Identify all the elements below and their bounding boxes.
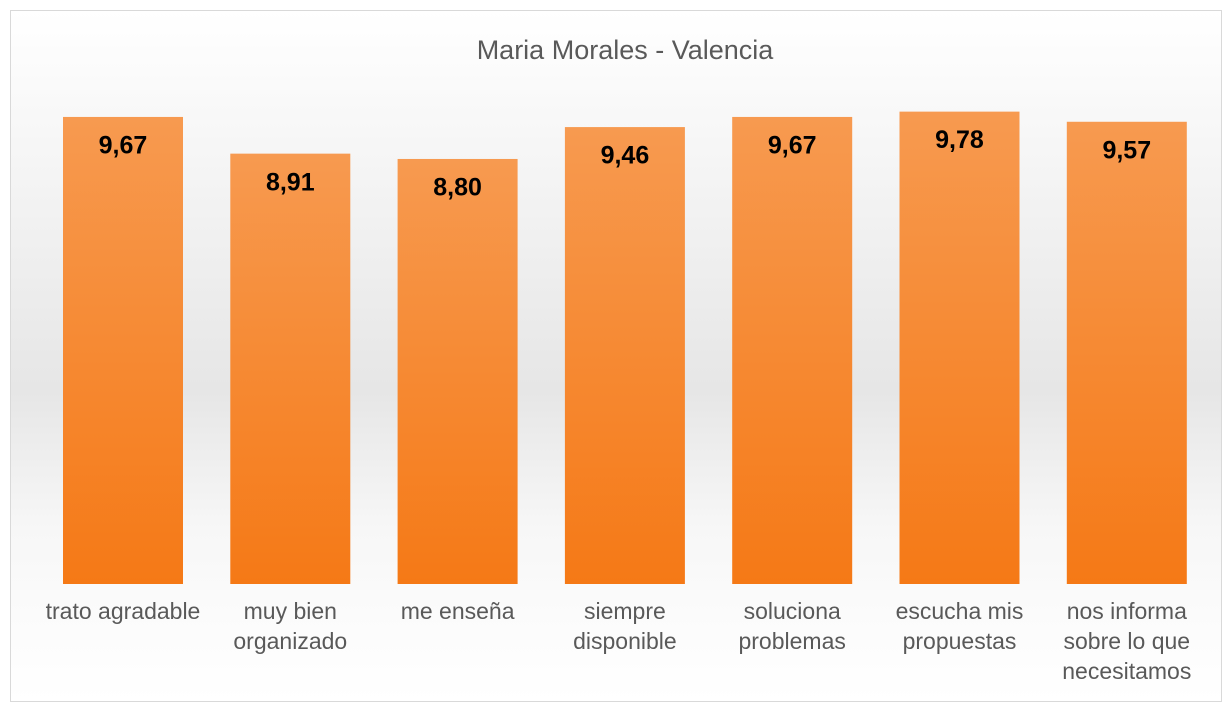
x-tick-label: me enseña (400, 598, 515, 624)
bar (1066, 121, 1187, 585)
x-tick-label: trato agradable (45, 598, 201, 624)
x-tick-label: soluciona problemas (738, 598, 846, 654)
bar (397, 158, 518, 584)
bar (732, 116, 853, 585)
value-label: 8,80 (433, 174, 482, 202)
bar (63, 116, 183, 585)
x-tick-label: muy bien organizado (233, 598, 348, 654)
x-tick-label: nos informa sobre lo que necesitamos (1062, 598, 1192, 684)
bar (564, 127, 685, 584)
value-label: 9,57 (1102, 136, 1151, 164)
chart-title: Maria Morales - Valencia (477, 35, 775, 65)
value-label: 8,91 (266, 168, 315, 196)
value-label: 9,67 (99, 132, 148, 160)
x-tick-label: siempre disponible (573, 598, 677, 654)
bar (230, 153, 351, 584)
value-label: 9,46 (601, 142, 650, 170)
value-label: 9,67 (768, 132, 817, 160)
value-label: 9,78 (935, 126, 984, 154)
x-tick-label: escucha mis propuestas (895, 598, 1024, 654)
bar (899, 111, 1020, 584)
